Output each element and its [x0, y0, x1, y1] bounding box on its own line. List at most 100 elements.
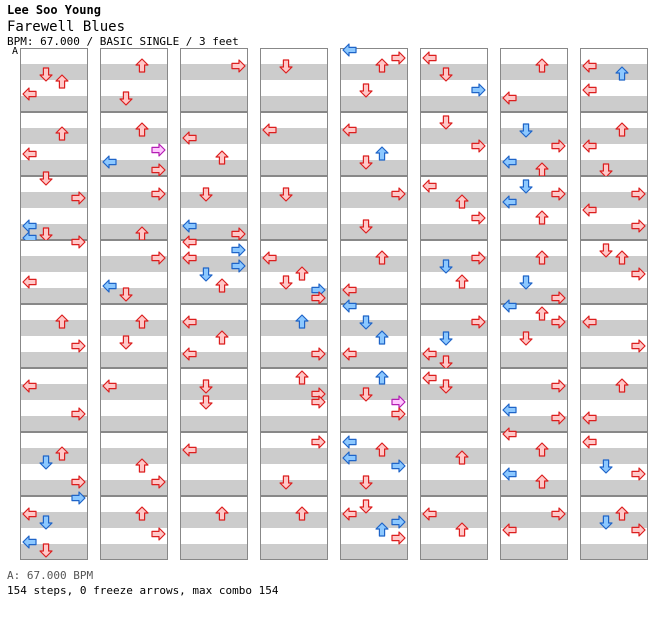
- measure-border: [260, 112, 328, 176]
- arrow-left-q: [182, 251, 197, 265]
- arrow-down-q: [279, 275, 293, 290]
- measure: [500, 48, 568, 112]
- measure-border: [580, 240, 648, 304]
- beat-stripe: [180, 480, 248, 496]
- arrow-down-e: [599, 515, 613, 530]
- beat-stripe: [100, 192, 168, 208]
- arrow-down-q: [119, 335, 133, 350]
- arrow-left-q: [22, 379, 37, 393]
- beat-stripe: [340, 480, 408, 496]
- beat-stripe: [260, 256, 328, 272]
- beat-stripe: [580, 128, 648, 144]
- arrow-right-e: [471, 83, 486, 97]
- beat-stripe: [340, 384, 408, 400]
- arrow-up-q: [135, 314, 149, 329]
- arrow-right-q: [631, 187, 646, 201]
- measure: [500, 496, 568, 560]
- arrow-up-q: [375, 250, 389, 265]
- beat-stripe: [580, 320, 648, 336]
- arrow-up-q: [375, 58, 389, 73]
- beat-stripe: [180, 288, 248, 304]
- beat-stripe: [260, 544, 328, 560]
- arrow-left-q: [182, 235, 197, 249]
- measure-border: [420, 432, 488, 496]
- beat-stripe: [260, 512, 328, 528]
- measure: [100, 304, 168, 368]
- measure: [260, 496, 328, 560]
- beat-stripe: [580, 544, 648, 560]
- measure-border: [340, 432, 408, 496]
- arrow-right-q: [151, 163, 166, 177]
- beat-stripe: [260, 416, 328, 432]
- arrow-right-e: [231, 259, 246, 273]
- arrow-up-q: [215, 150, 229, 165]
- beat-stripe: [260, 64, 328, 80]
- arrow-up-q: [535, 442, 549, 457]
- measure: [100, 496, 168, 560]
- beat-stripe: [180, 160, 248, 176]
- arrow-right-q: [471, 251, 486, 265]
- measure: [260, 176, 328, 240]
- measure: [260, 112, 328, 176]
- arrow-left-q: [502, 91, 517, 105]
- arrow-left-q: [22, 507, 37, 521]
- measure-border: [260, 432, 328, 496]
- beat-stripe: [100, 416, 168, 432]
- arrow-left-q: [182, 443, 197, 457]
- beat-stripe: [580, 448, 648, 464]
- beat-stripe: [420, 320, 488, 336]
- measure: [420, 368, 488, 432]
- arrow-left-q: [582, 59, 597, 73]
- arrow-left-e: [342, 43, 357, 57]
- arrow-down-q: [599, 163, 613, 178]
- measure: [580, 240, 648, 304]
- beat-stripe: [260, 480, 328, 496]
- arrow-down-e: [519, 123, 533, 138]
- arrow-right-q: [391, 407, 406, 421]
- measure-border: [580, 112, 648, 176]
- arrow-right-q: [631, 339, 646, 353]
- measure: [260, 304, 328, 368]
- arrow-right-q: [151, 527, 166, 541]
- arrow-up-q: [455, 522, 469, 537]
- measure-border: [20, 304, 88, 368]
- beat-stripe: [580, 512, 648, 528]
- measure: [20, 235, 88, 304]
- measure: [580, 496, 648, 560]
- measure-border: [260, 496, 328, 560]
- measure: [580, 112, 648, 178]
- beat-stripe: [340, 192, 408, 208]
- measure: [260, 240, 328, 305]
- beat-stripe: [340, 448, 408, 464]
- arrow-up-q: [615, 506, 629, 521]
- measure-border: [500, 304, 568, 368]
- beat-stripe: [180, 512, 248, 528]
- measure: [340, 43, 408, 112]
- measure: [20, 304, 88, 368]
- arrow-up-q: [535, 210, 549, 225]
- arrow-up-q: [295, 506, 309, 521]
- beat-stripe: [180, 320, 248, 336]
- measure-border: [100, 496, 168, 560]
- arrow-right-e: [231, 243, 246, 257]
- arrow-down-q: [119, 287, 133, 302]
- measure-border: [340, 48, 408, 112]
- beat-stripe: [100, 320, 168, 336]
- arrow-left-q: [22, 275, 37, 289]
- arrow-down-q: [199, 395, 213, 410]
- measure: [180, 304, 248, 368]
- arrow-up-q: [295, 266, 309, 281]
- measure-border: [340, 240, 408, 304]
- beat-stripe: [580, 192, 648, 208]
- arrow-down-e: [439, 331, 453, 346]
- arrow-up-q: [135, 122, 149, 137]
- beat-stripe: [420, 512, 488, 528]
- beat-stripe: [500, 352, 568, 368]
- beat-stripe: [420, 416, 488, 432]
- arrow-up-q: [375, 442, 389, 457]
- beat-stripe: [580, 224, 648, 240]
- beat-stripe: [580, 288, 648, 304]
- arrow-right-q: [151, 475, 166, 489]
- arrow-up-e: [375, 522, 389, 537]
- beat-stripe: [580, 256, 648, 272]
